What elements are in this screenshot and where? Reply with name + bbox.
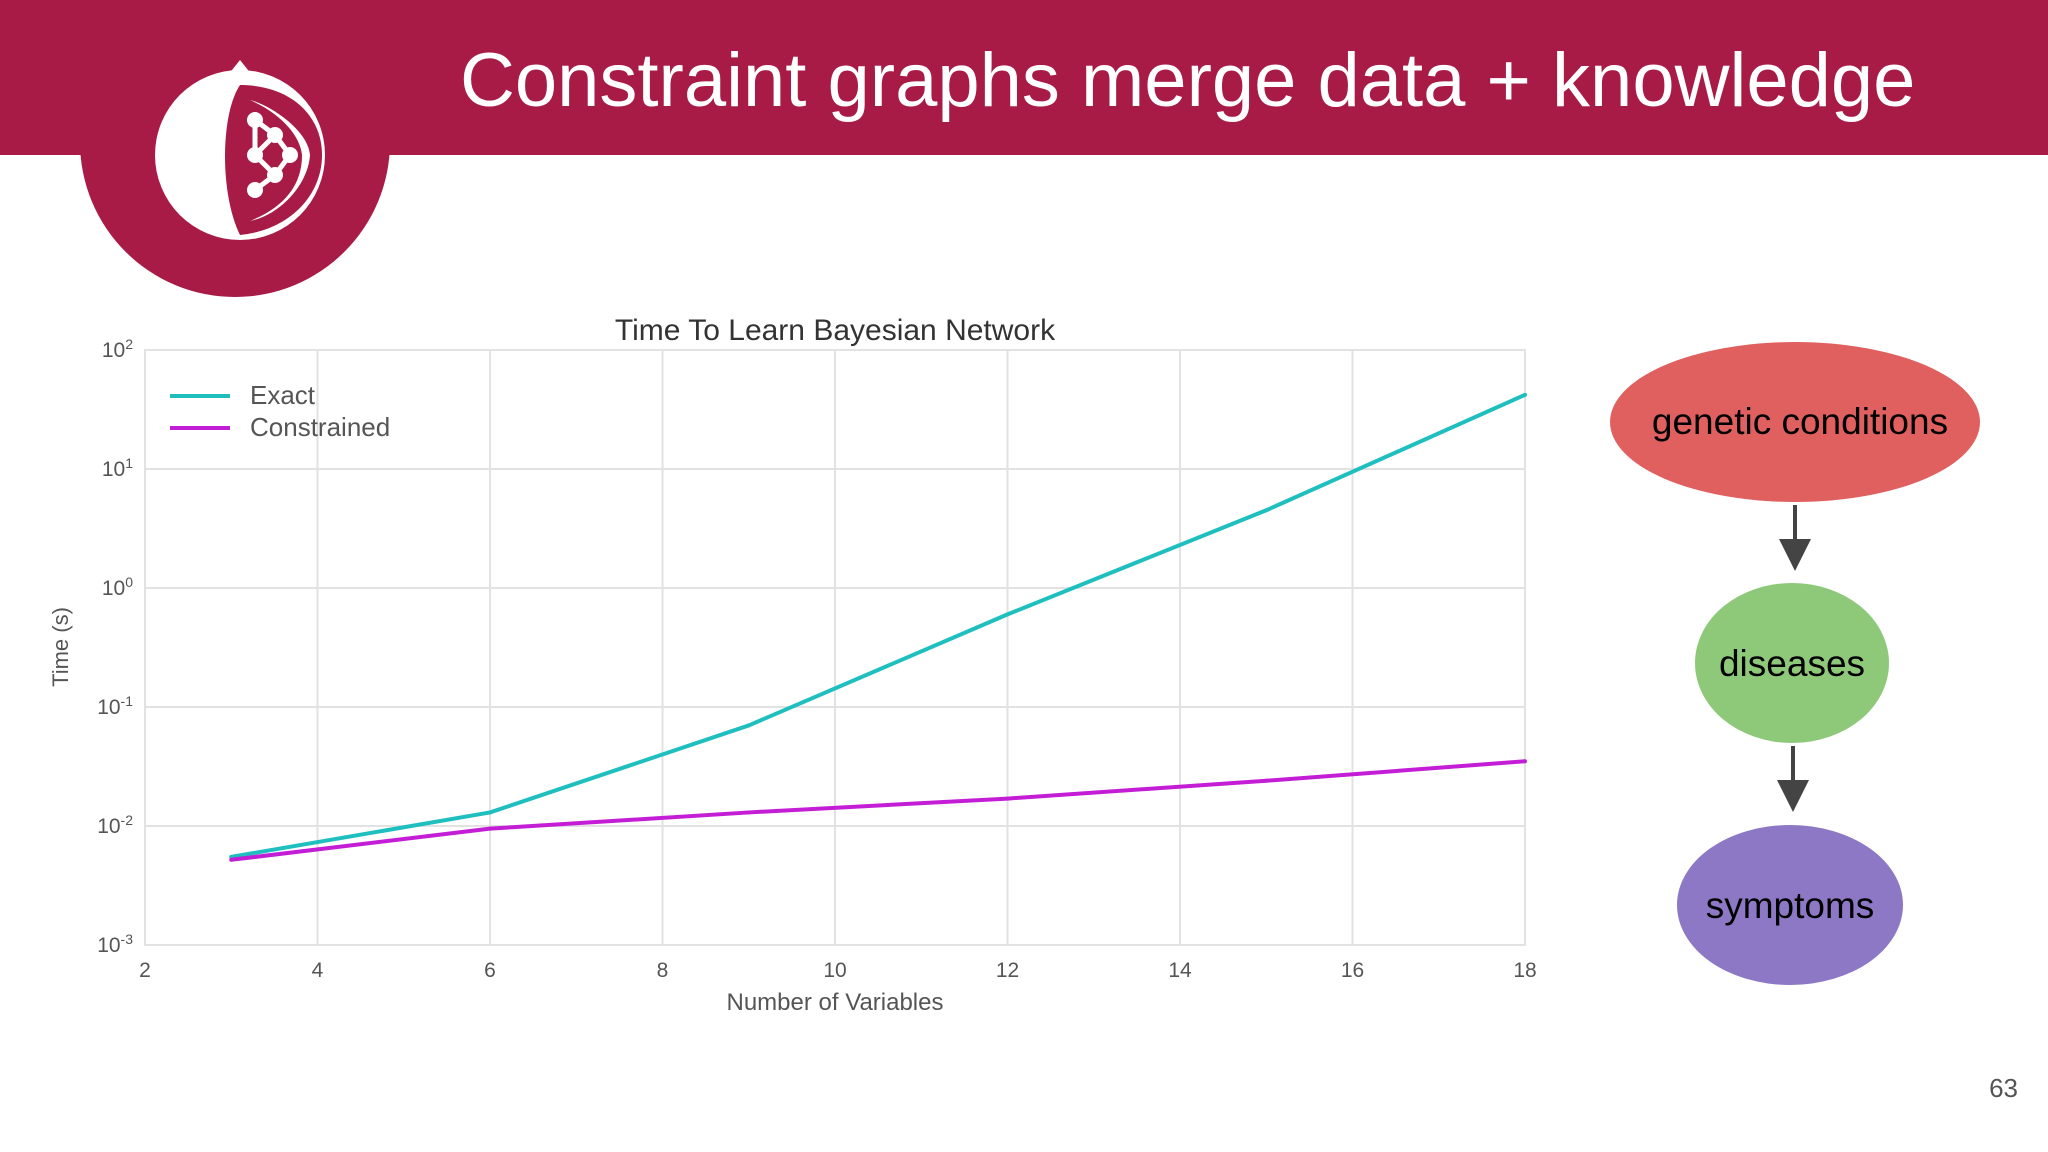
x-tick-label: 12 xyxy=(996,959,1019,982)
y-tick-label: 10-3 xyxy=(97,931,133,957)
y-tick-label: 10-2 xyxy=(97,812,133,838)
y-tick-exponent: 1 xyxy=(125,455,133,471)
y-tick-base: 10 xyxy=(97,934,120,957)
y-tick-label: 101 xyxy=(102,455,133,481)
y-tick-base: 10 xyxy=(102,458,125,481)
x-tick-label: 2 xyxy=(139,959,151,982)
page-number: 63 xyxy=(1989,1073,2018,1103)
x-tick-label: 16 xyxy=(1341,959,1364,982)
node-symptoms xyxy=(1677,825,1903,985)
node-genetic-conditions xyxy=(1610,342,1980,502)
data-point-exact xyxy=(1523,392,1527,397)
node-label-symptoms: symptoms xyxy=(1706,885,1875,926)
data-point-constrained xyxy=(1005,796,1010,801)
constraint-diagram: genetic conditions diseases symptoms xyxy=(1610,342,1980,985)
y-tick-label: 102 xyxy=(102,336,133,362)
x-tick-label: 8 xyxy=(657,959,669,982)
y-tick-label: 100 xyxy=(102,574,133,600)
data-point-exact xyxy=(488,810,492,815)
line-chart: Time To Learn Bayesian Network 2 4 6 8 10 12 1… xyxy=(48,314,1537,1016)
y-axis-label: Time (s) xyxy=(48,607,73,687)
data-point-exact xyxy=(1264,508,1269,513)
y-tick-exponent: 0 xyxy=(125,574,133,590)
y-tick-base: 10 xyxy=(102,577,125,600)
x-tick-label: 10 xyxy=(823,959,846,982)
data-point-exact xyxy=(746,723,751,728)
x-tick-label: 6 xyxy=(484,959,496,982)
y-tick-exponent: -1 xyxy=(121,693,134,709)
data-point-constrained xyxy=(1523,759,1527,764)
chart-title: Time To Learn Bayesian Network xyxy=(615,314,1056,347)
data-point-constrained xyxy=(1264,778,1269,783)
node-label-diseases: diseases xyxy=(1719,643,1865,684)
node-label-genetic-conditions: genetic conditions xyxy=(1652,401,1948,442)
series-line-constrained xyxy=(231,759,1526,862)
node-diseases xyxy=(1695,583,1889,743)
data-point-constrained xyxy=(488,826,492,831)
x-axis-label: Number of Variables xyxy=(727,989,944,1016)
x-tick-label: 18 xyxy=(1513,959,1536,982)
plot-frame xyxy=(144,349,1526,946)
slide-title: Constraint graphs merge data + knowledge xyxy=(460,38,1916,123)
y-tick-exponent: -3 xyxy=(121,931,134,947)
x-tick-label: 14 xyxy=(1168,959,1192,982)
legend-label-exact: Exact xyxy=(250,380,316,410)
series-lines xyxy=(229,392,1527,862)
y-tick-base: 10 xyxy=(102,339,125,362)
x-tick-label: 4 xyxy=(312,959,324,982)
x-tick-labels: 2 4 6 8 10 12 14 16 18 xyxy=(139,959,1537,982)
data-point-constrained xyxy=(229,857,234,862)
series-line-exact xyxy=(230,393,1526,859)
data-point-constrained xyxy=(746,810,751,815)
pomegranate-network-icon xyxy=(155,60,325,240)
y-tick-exponent: -2 xyxy=(121,812,134,828)
y-tick-label: 10-1 xyxy=(97,693,133,719)
y-tick-base: 10 xyxy=(97,815,120,838)
legend-label-constrained: Constrained xyxy=(250,412,390,442)
y-tick-exponent: 2 xyxy=(125,336,133,352)
y-tick-base: 10 xyxy=(97,696,120,719)
data-point-exact xyxy=(1005,612,1010,617)
